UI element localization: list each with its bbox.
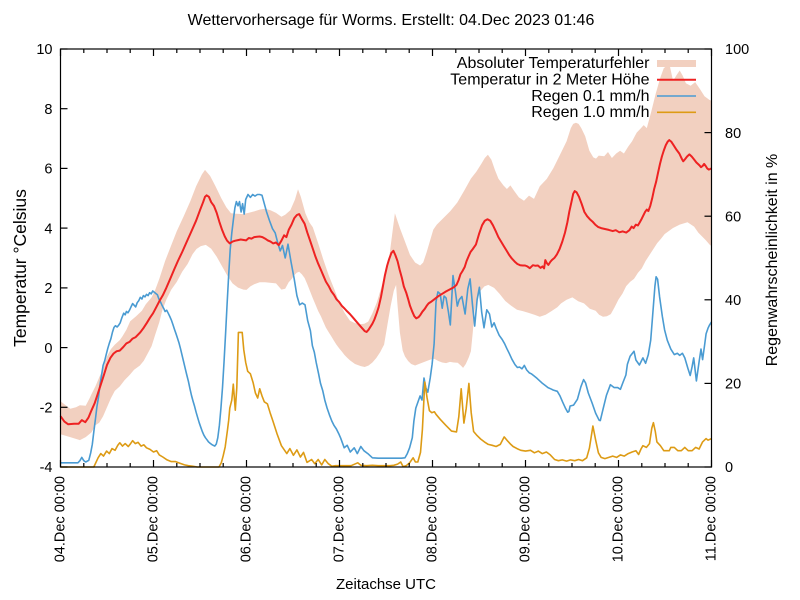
svg-text:-2: -2 bbox=[40, 401, 53, 417]
svg-text:-4: -4 bbox=[40, 460, 53, 476]
svg-text:Absoluter Temperaturfehler: Absoluter Temperaturfehler bbox=[457, 55, 650, 72]
svg-text:10: 10 bbox=[36, 42, 52, 58]
svg-text:6: 6 bbox=[44, 162, 52, 178]
svg-text:60: 60 bbox=[725, 209, 741, 225]
svg-text:Regenwahrscheinlichkeit in %: Regenwahrscheinlichkeit in % bbox=[764, 154, 781, 367]
svg-text:40: 40 bbox=[725, 293, 741, 309]
svg-text:4: 4 bbox=[44, 221, 52, 237]
svg-text:8: 8 bbox=[44, 102, 52, 118]
svg-text:0: 0 bbox=[44, 341, 52, 357]
svg-text:08.Dec 00:00: 08.Dec 00:00 bbox=[425, 476, 441, 562]
svg-text:06.Dec 00:00: 06.Dec 00:00 bbox=[239, 476, 255, 562]
svg-text:10.Dec 00:00: 10.Dec 00:00 bbox=[611, 476, 627, 562]
svg-text:0: 0 bbox=[725, 460, 733, 476]
svg-text:20: 20 bbox=[725, 377, 741, 393]
svg-text:Temperatur in 2 Meter Höhe: Temperatur in 2 Meter Höhe bbox=[450, 72, 649, 89]
svg-text:05.Dec 00:00: 05.Dec 00:00 bbox=[146, 476, 162, 562]
svg-text:Wettervorhersage für Worms. Er: Wettervorhersage für Worms. Erstellt: 04… bbox=[188, 12, 595, 29]
svg-text:09.Dec 00:00: 09.Dec 00:00 bbox=[518, 476, 534, 562]
svg-text:Regen 0.1 mm/h: Regen 0.1 mm/h bbox=[531, 88, 649, 105]
svg-text:Zeitachse UTC: Zeitachse UTC bbox=[336, 576, 436, 593]
svg-text:100: 100 bbox=[725, 42, 749, 58]
svg-text:11.Dec 00:00: 11.Dec 00:00 bbox=[704, 476, 720, 561]
svg-text:07.Dec 00:00: 07.Dec 00:00 bbox=[332, 476, 348, 562]
svg-text:2: 2 bbox=[44, 281, 52, 297]
svg-text:Temperatur °Celsius: Temperatur °Celsius bbox=[10, 189, 30, 347]
svg-text:04.Dec 00:00: 04.Dec 00:00 bbox=[53, 476, 69, 562]
svg-text:80: 80 bbox=[725, 126, 741, 142]
svg-text:Regen 1.0 mm/h: Regen 1.0 mm/h bbox=[531, 104, 649, 121]
